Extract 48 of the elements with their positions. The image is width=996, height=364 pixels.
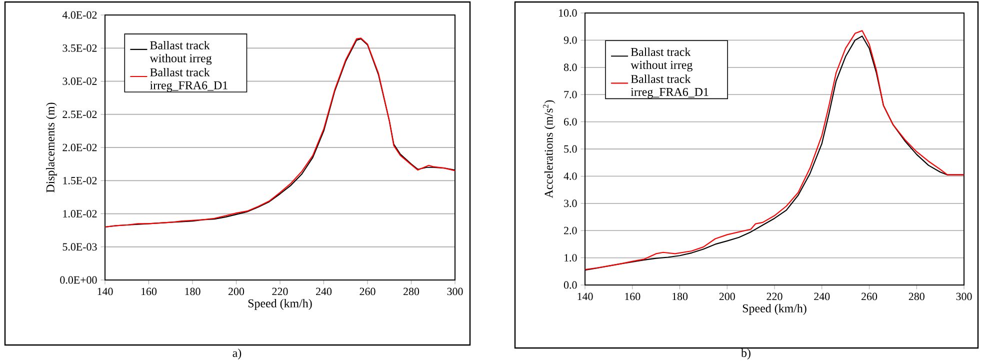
x-tick-label: 200 [719,292,735,300]
y-tick-label: 1.0E-02 [63,210,97,218]
text: b) [741,348,750,360]
y-tick-label: 8.0 [564,64,577,72]
y-tick-label: 5.0E-03 [62,243,97,251]
y-tick-label: 10.0 [559,9,577,17]
x-tick-label: 180 [672,292,688,300]
x-tick-label: 140 [578,292,593,300]
x-tick-label: 240 [316,288,332,296]
text: a) [232,348,242,360]
y-tick-label: 9.0 [564,36,577,44]
y-tick-label: 2.0 [564,226,577,234]
y-tick-label: 5.0 [564,145,577,153]
y-tick-label: 4.0E-02 [62,11,97,19]
legend-label: Ballast track irreg_FRA6_D1 [630,74,708,98]
y-tick-label: 4.0 [564,172,577,180]
y-axis-title: Accelerations (m/s$^{2}$) [543,100,556,198]
x-tick-label: 280 [404,288,420,296]
x-tick-label: 280 [908,292,924,300]
y-tick-label: 1.0 [564,254,577,262]
y-tick-label: 0.0E+00 [60,276,97,284]
y-tick-label: 3.0 [564,200,577,208]
legend-label: Ballast track without irreg [150,40,212,65]
x-tick-label: 220 [272,288,288,296]
y-tick-label: 2.5E-02 [62,110,97,118]
y-axis-title: Displacements (m) [46,102,57,192]
x-tick-label: 300 [447,288,463,296]
y-tick-label: 6.0 [564,118,577,126]
y-tick-label: 3.5E-02 [62,44,97,52]
y-tick-label: 7.0 [564,90,577,98]
x-tick-label: 160 [625,292,640,300]
x-tick-label: 180 [185,288,200,296]
legend-label: Ballast track without irreg [630,48,692,72]
x-tick-label: 160 [142,288,157,296]
y-tick-label: 0.0 [564,281,577,289]
legend-label: Ballast track irreg_FRA6_D1 [150,68,228,92]
x-tick-label: 300 [956,292,972,300]
x-tick-label: 240 [814,292,830,300]
x-axis-title: Speed (km/h) [742,304,806,315]
x-tick-label: 260 [862,292,878,300]
x-tick-label: 200 [228,288,244,296]
y-tick-label: 3.0E-02 [62,78,97,85]
x-tick-label: 220 [766,292,782,300]
y-tick-label: 2.0E-02 [62,144,97,152]
y-tick-label: 1.5E-02 [63,176,97,184]
x-axis-title: Speed (km/h) [248,299,312,310]
x-tick-label: 140 [98,288,113,296]
x-tick-label: 260 [360,288,376,296]
